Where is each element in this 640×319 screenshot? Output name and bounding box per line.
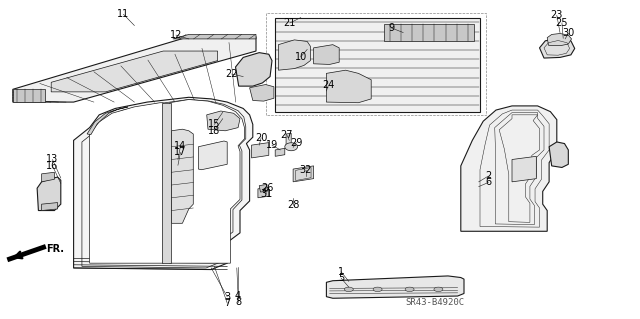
Polygon shape bbox=[173, 34, 256, 39]
Polygon shape bbox=[549, 142, 568, 167]
Text: 26: 26 bbox=[261, 182, 274, 193]
Polygon shape bbox=[326, 276, 464, 298]
Text: 8: 8 bbox=[235, 297, 241, 308]
Text: 6: 6 bbox=[485, 177, 492, 188]
Ellipse shape bbox=[285, 143, 298, 151]
Text: 20: 20 bbox=[255, 133, 268, 143]
Polygon shape bbox=[258, 187, 269, 198]
Text: 10: 10 bbox=[294, 52, 307, 62]
Polygon shape bbox=[250, 85, 274, 101]
Text: 32: 32 bbox=[300, 165, 312, 175]
Polygon shape bbox=[326, 70, 371, 103]
Circle shape bbox=[373, 287, 382, 292]
Polygon shape bbox=[207, 111, 240, 131]
Text: 25: 25 bbox=[556, 18, 568, 28]
Text: FR.: FR. bbox=[46, 244, 64, 255]
Polygon shape bbox=[314, 45, 339, 64]
Text: 2: 2 bbox=[485, 171, 492, 181]
Polygon shape bbox=[547, 33, 572, 46]
Text: 5: 5 bbox=[338, 273, 344, 283]
Text: 31: 31 bbox=[260, 189, 273, 199]
Text: 13: 13 bbox=[46, 154, 59, 165]
Text: 24: 24 bbox=[322, 80, 335, 91]
Polygon shape bbox=[13, 37, 256, 102]
Text: 17: 17 bbox=[174, 147, 187, 158]
Polygon shape bbox=[172, 129, 193, 223]
Text: 18: 18 bbox=[208, 126, 221, 136]
Polygon shape bbox=[87, 107, 128, 135]
Text: 19: 19 bbox=[266, 140, 278, 150]
Polygon shape bbox=[540, 38, 575, 58]
Polygon shape bbox=[286, 133, 291, 147]
Polygon shape bbox=[13, 89, 45, 102]
Polygon shape bbox=[74, 97, 253, 270]
Polygon shape bbox=[42, 203, 58, 211]
Circle shape bbox=[405, 287, 414, 292]
Polygon shape bbox=[275, 18, 480, 112]
Polygon shape bbox=[278, 40, 310, 70]
Text: 9: 9 bbox=[388, 23, 395, 33]
Text: 23: 23 bbox=[550, 10, 563, 20]
Polygon shape bbox=[512, 156, 536, 182]
Text: 27: 27 bbox=[280, 130, 293, 140]
Polygon shape bbox=[90, 103, 163, 263]
Polygon shape bbox=[162, 103, 171, 263]
Text: 30: 30 bbox=[562, 28, 575, 39]
Text: 11: 11 bbox=[117, 9, 130, 19]
Polygon shape bbox=[236, 53, 272, 86]
Text: 12: 12 bbox=[170, 30, 182, 40]
Text: 1: 1 bbox=[338, 267, 344, 277]
Polygon shape bbox=[252, 143, 269, 158]
Text: 3: 3 bbox=[224, 292, 230, 302]
Polygon shape bbox=[293, 166, 314, 182]
Text: 21: 21 bbox=[284, 18, 296, 28]
Polygon shape bbox=[384, 24, 474, 41]
Polygon shape bbox=[51, 51, 218, 92]
Text: 14: 14 bbox=[174, 141, 187, 151]
Polygon shape bbox=[37, 177, 61, 211]
Polygon shape bbox=[259, 184, 268, 192]
Text: 4: 4 bbox=[235, 291, 241, 301]
Polygon shape bbox=[275, 148, 285, 156]
Circle shape bbox=[434, 287, 443, 292]
Polygon shape bbox=[461, 106, 557, 231]
Text: 22: 22 bbox=[225, 69, 238, 79]
Text: 28: 28 bbox=[287, 200, 300, 210]
Text: 16: 16 bbox=[46, 161, 59, 171]
Text: 15: 15 bbox=[208, 119, 221, 130]
Text: SR43-B4920C: SR43-B4920C bbox=[406, 298, 465, 307]
Polygon shape bbox=[170, 100, 244, 263]
Text: 7: 7 bbox=[224, 298, 230, 308]
Polygon shape bbox=[198, 141, 227, 170]
Text: 29: 29 bbox=[290, 137, 303, 148]
Circle shape bbox=[344, 287, 353, 292]
Polygon shape bbox=[42, 172, 54, 182]
